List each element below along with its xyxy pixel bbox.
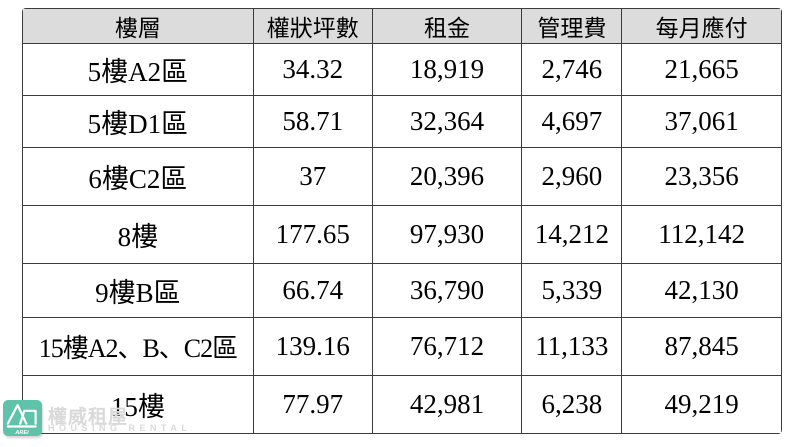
- svg-text:AREi: AREi: [14, 430, 29, 436]
